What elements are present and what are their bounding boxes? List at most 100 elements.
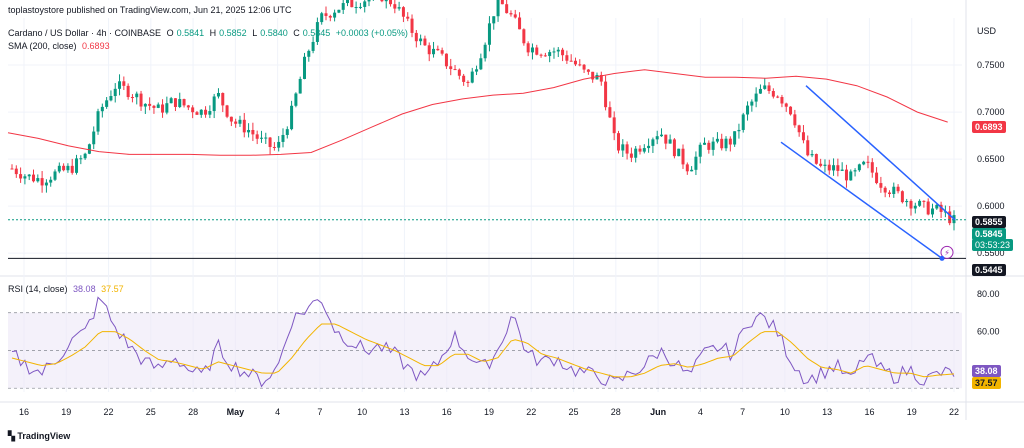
candle-body: [79, 158, 83, 160]
candle-body: [535, 47, 539, 55]
time-tick-label: 13: [399, 407, 409, 417]
ohlc-change: +0.0003 (+0.05%): [335, 28, 408, 38]
candle-body: [569, 60, 573, 62]
x-axis: 16 19 22 25 28 May 4 7 10 13 16 19 22 25 28 Jun 4 7 10 13 16…: [19, 407, 959, 417]
candle-body: [470, 71, 474, 83]
time-tick-label: 16: [442, 407, 452, 417]
candle-body: [862, 161, 866, 165]
candle-body: [161, 104, 165, 113]
ohlc-low: 0.5840: [260, 28, 288, 38]
time-tick-label: May: [227, 407, 245, 417]
price-tag: 0.5845: [972, 228, 1006, 240]
candle-body: [19, 174, 23, 179]
candle-body: [57, 165, 61, 172]
rsi-tick-label: 80.00: [977, 289, 1000, 299]
candle-body: [182, 99, 186, 106]
candle-body: [548, 52, 552, 57]
candle-body: [143, 103, 147, 107]
candle-body: [522, 29, 526, 44]
candle-body: [573, 60, 577, 65]
candle-body: [591, 71, 595, 80]
candle-body: [32, 174, 36, 182]
candle-body: [457, 69, 461, 76]
candle-body: [784, 103, 788, 107]
candle-body: [66, 165, 70, 171]
candle-body: [814, 154, 818, 164]
candle-body: [870, 162, 874, 173]
candle-body: [823, 164, 827, 166]
candle-body: [75, 158, 79, 173]
candle-body: [707, 142, 711, 150]
candle-body: [113, 88, 117, 97]
candle-body: [926, 201, 930, 215]
time-tick-label: 19: [484, 407, 494, 417]
candle-body: [857, 164, 861, 171]
candle-body: [737, 129, 741, 132]
candle-body: [380, 0, 384, 2]
candle-body: [698, 144, 702, 157]
candle-body: [444, 53, 448, 67]
rsi-ma-value: 37.57: [101, 284, 124, 294]
candle-body: [186, 105, 190, 108]
rsi-ma-tag: 37.57: [972, 377, 1001, 389]
time-tick-label: 22: [949, 407, 959, 417]
sma-200-line: [7, 69, 948, 156]
candle-body: [746, 105, 750, 115]
candle-body: [328, 15, 332, 18]
candle-body: [556, 49, 560, 52]
candle-body: [264, 137, 268, 139]
candle-body: [324, 13, 328, 16]
candle-body: [621, 144, 625, 151]
candle-body: [87, 144, 91, 154]
rsi-tick-label: 60.00: [977, 327, 1000, 337]
price-tick-label: 0.6000: [977, 201, 1005, 211]
candle-body: [333, 12, 337, 18]
time-tick-label: 19: [907, 407, 917, 417]
candle-body: [298, 78, 302, 94]
candle-body: [853, 170, 857, 172]
time-tick-label: 16: [864, 407, 874, 417]
candle-body: [397, 7, 401, 9]
candle-body: [612, 117, 616, 134]
level-bottom-tag: 0.5445: [972, 264, 1006, 276]
symbol-title: Cardano / US Dollar · 4h · COINBASE: [8, 28, 162, 38]
candle-body: [251, 129, 255, 135]
rsi-band: [8, 312, 962, 389]
candle-body: [410, 18, 414, 33]
candle-body: [844, 169, 848, 181]
candle-body: [199, 109, 203, 115]
candle-body: [277, 141, 281, 148]
candle-body: [720, 138, 724, 149]
alert-lightning-icon: [940, 245, 954, 259]
candle-body: [384, 0, 388, 2]
candle-body: [655, 136, 659, 140]
candle-body: [247, 129, 251, 133]
candle-body: [836, 165, 840, 171]
time-tick-label: 19: [61, 407, 71, 417]
candle-body: [238, 119, 242, 124]
time-tick-label: 13: [822, 407, 832, 417]
candle-body: [887, 192, 891, 195]
candle-body: [793, 114, 797, 126]
candle-body: [130, 97, 134, 99]
candle-body: [849, 171, 853, 181]
candle-body: [453, 69, 457, 71]
ohlc-legend: Cardano / US Dollar · 4h · COINBASE O 0.5…: [8, 28, 408, 38]
candle-body: [109, 96, 113, 101]
candle-body: [905, 200, 909, 203]
candle-body: [191, 107, 195, 113]
candle-body: [664, 134, 668, 144]
time-tick-label: 4: [275, 407, 280, 417]
candle-body: [500, 0, 504, 5]
candle-body: [358, 6, 362, 8]
ohlc-open: 0.5841: [176, 28, 205, 38]
candle-body: [677, 148, 681, 157]
candle-body: [40, 178, 44, 186]
price-tick-label: 0.6500: [977, 154, 1005, 164]
candle-body: [634, 148, 638, 158]
candle-body: [767, 85, 771, 92]
candle-body: [268, 137, 272, 147]
candle-body: [509, 13, 513, 15]
candle-body: [100, 106, 104, 112]
